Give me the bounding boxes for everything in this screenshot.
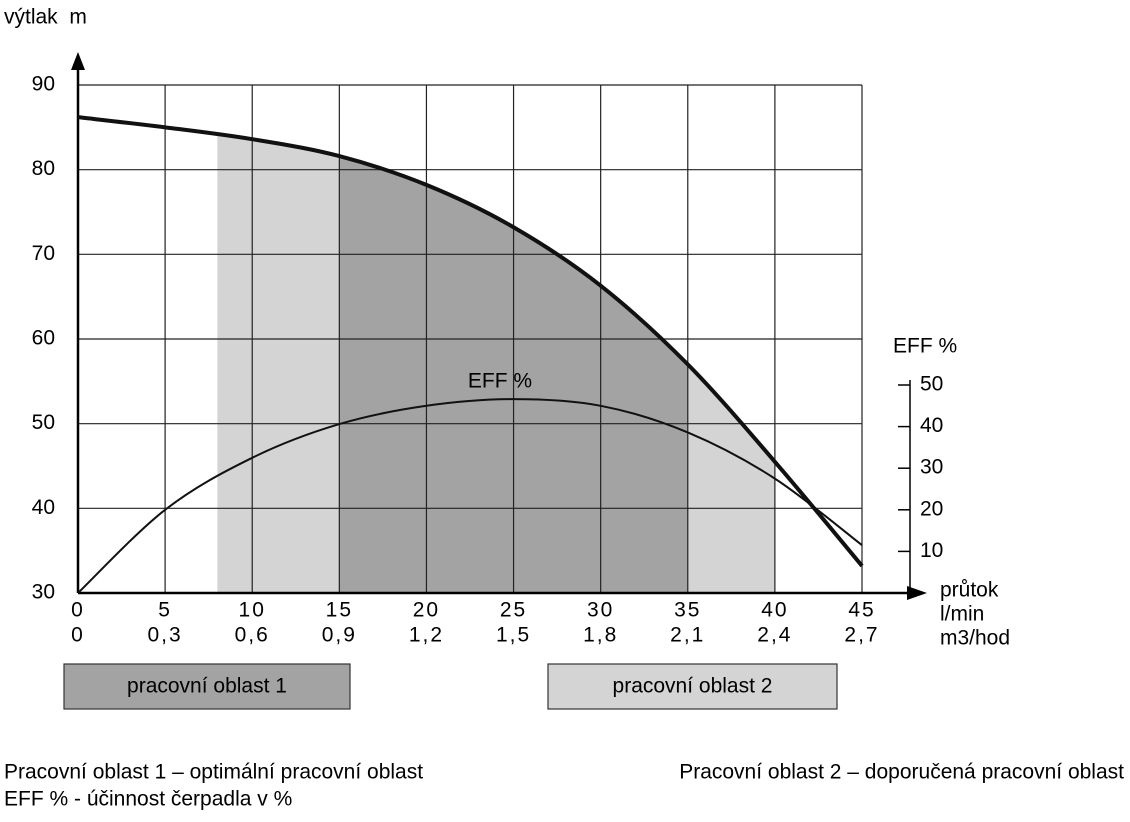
x-axis-label: m3/hod bbox=[940, 627, 1010, 650]
x2-tick-label: 0 bbox=[71, 624, 85, 647]
note: EFF % - účinnost čerpadla v % bbox=[4, 788, 292, 811]
x2-tick-label: 1,5 bbox=[496, 624, 531, 647]
x-arrow bbox=[907, 586, 927, 600]
series-line bbox=[77, 398, 863, 594]
x-tick-label: 25 bbox=[500, 599, 527, 622]
x-tick-label: 0 bbox=[71, 599, 85, 622]
x-tick-label: 20 bbox=[413, 599, 440, 622]
y-tick-label: 80 bbox=[32, 157, 55, 180]
legend-label: pracovní oblast 2 bbox=[613, 675, 773, 698]
x2-tick-label: 0,3 bbox=[148, 624, 183, 647]
y-tick-label: 90 bbox=[32, 73, 55, 96]
x2-tick-label: 0,6 bbox=[235, 624, 270, 647]
x2-tick-label: 2,7 bbox=[844, 624, 879, 647]
y2-tick-label: 40 bbox=[920, 414, 943, 437]
x2-tick-label: 0,9 bbox=[322, 624, 357, 647]
y-axis-label: výtlak m bbox=[4, 6, 87, 29]
x2-tick-label: 2,4 bbox=[757, 624, 792, 647]
y-tick-label: 50 bbox=[32, 411, 55, 434]
y-tick-label: 60 bbox=[32, 327, 55, 350]
x-axis-label: l/min bbox=[940, 603, 984, 626]
x2-tick-label: 1,2 bbox=[409, 624, 444, 647]
x-tick-label: 15 bbox=[326, 599, 353, 622]
note: Pracovní oblast 2 – doporučená pracovní … bbox=[679, 761, 1124, 784]
y2-tick-label: 30 bbox=[920, 456, 943, 479]
y-tick-label: 70 bbox=[32, 242, 55, 265]
legend-box bbox=[547, 663, 838, 710]
y2-tick-label: 50 bbox=[920, 373, 943, 396]
x-tick-label: 30 bbox=[587, 599, 614, 622]
note: Pracovní oblast 1 – optimální pracovní o… bbox=[4, 761, 423, 784]
y2-axis-label: EFF % bbox=[893, 335, 957, 358]
x-tick-label: 45 bbox=[848, 599, 875, 622]
series-label: EFF % bbox=[468, 370, 532, 393]
x-tick-label: 40 bbox=[761, 599, 788, 622]
x2-tick-label: 1,8 bbox=[583, 624, 618, 647]
x-tick-label: 10 bbox=[239, 599, 266, 622]
x2-tick-label: 2,1 bbox=[670, 624, 705, 647]
y-tick-label: 40 bbox=[32, 496, 55, 519]
x-tick-label: 5 bbox=[158, 599, 172, 622]
y2-tick-label: 20 bbox=[920, 497, 943, 520]
legend-box bbox=[63, 663, 351, 710]
y-tick-label: 30 bbox=[32, 581, 55, 604]
legend-label: pracovní oblast 1 bbox=[127, 675, 287, 698]
x-tick-label: 35 bbox=[674, 599, 701, 622]
y-arrow bbox=[71, 52, 85, 70]
y2-tick-label: 10 bbox=[920, 539, 943, 562]
x-axis-label: průtok bbox=[940, 579, 999, 602]
series-line bbox=[77, 115, 864, 568]
